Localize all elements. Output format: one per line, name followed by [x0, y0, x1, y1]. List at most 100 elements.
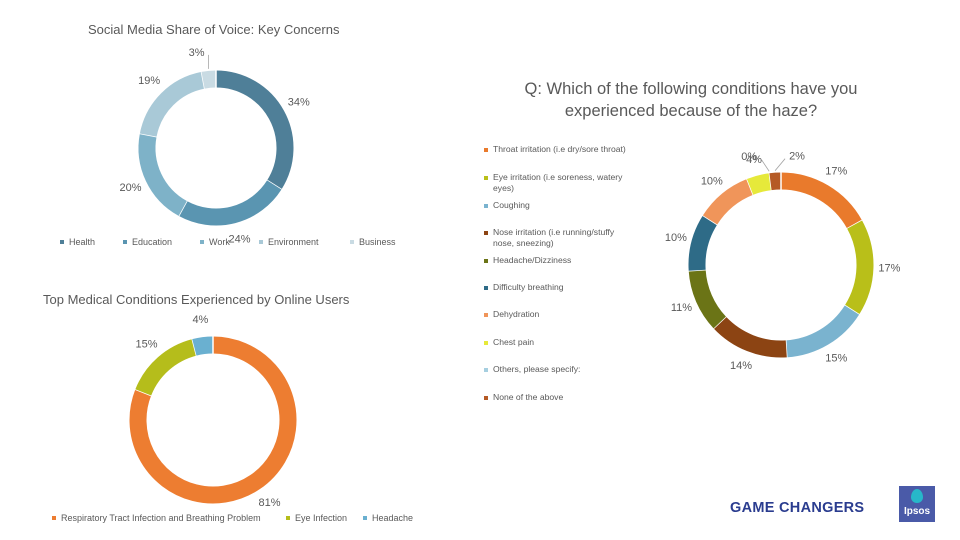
- data-label: 2%: [789, 151, 805, 163]
- slice-8: 0%: [741, 151, 770, 172]
- legend-headache: Headache: [363, 513, 413, 523]
- slice-5: 10%: [665, 214, 719, 271]
- data-label: 4%: [746, 154, 762, 166]
- data-label: 10%: [665, 232, 687, 244]
- legend-label: Dehydration: [493, 309, 539, 320]
- legend-eye-infection: Eye Infection: [286, 513, 347, 523]
- legend-swatch: [484, 204, 488, 208]
- data-label: 19%: [138, 75, 160, 87]
- legend-label-line: Dehydration: [493, 309, 540, 319]
- legend-item: Throat irritation (i.e dry/sore throat): [484, 144, 626, 155]
- legend-label: Coughing: [493, 200, 530, 211]
- donut-slice: [785, 305, 860, 358]
- legend-label: Respiratory Tract Infection and Breathin…: [61, 513, 261, 523]
- chart2-title: Top Medical Conditions Experienced by On…: [43, 292, 350, 307]
- legend-label: Environment: [268, 237, 319, 247]
- data-label: 3%: [189, 47, 205, 59]
- legend-swatch: [60, 240, 64, 244]
- data-label: 11%: [671, 302, 692, 314]
- legend-label-line: Chest pain: [493, 337, 535, 347]
- data-label: 10%: [701, 175, 723, 187]
- legend-item: Chest pain: [484, 337, 534, 348]
- legend-education: Education: [123, 237, 172, 247]
- donut-slice: [135, 339, 197, 396]
- slice-9: 2%: [769, 151, 805, 191]
- data-label: 24%: [228, 233, 250, 245]
- legend-swatch: [52, 516, 56, 520]
- legend-item: Coughing: [484, 200, 530, 211]
- legend-business: Business: [350, 237, 396, 247]
- donut-slice: [746, 173, 772, 195]
- ipsos-logo: Ipsos: [899, 486, 935, 522]
- legend-label: Health: [69, 237, 96, 247]
- slice-1: 17%: [843, 220, 901, 316]
- legend-swatch: [484, 259, 488, 263]
- legend-swatch: [259, 240, 263, 244]
- data-label: 81%: [258, 497, 280, 509]
- legend-swatch: [484, 313, 488, 317]
- legend-label-line: None of the above: [493, 392, 564, 402]
- legend-label-line: Difficulty breathing: [493, 282, 564, 292]
- chart3-title-line1: Q: Which of the following conditions hav…: [524, 80, 858, 98]
- legend-label-line: Nose irritation (i.e running/stuffy: [493, 227, 615, 237]
- legend-swatch: [200, 240, 204, 244]
- legend-item: Nose irritation (i.e running/stuffy nose,…: [484, 227, 614, 249]
- donut-slice: [178, 180, 282, 226]
- legend-label-line: Others, please specify:: [493, 364, 581, 374]
- legend-item: Eye irritation (i.e soreness, watery eyes…: [484, 172, 622, 194]
- donut-slice: [713, 316, 787, 358]
- legend-swatch: [484, 368, 488, 372]
- data-label: 20%: [119, 182, 141, 194]
- donut-slice: [702, 178, 754, 225]
- chart3-title: Q: Which of the following conditions hav…: [486, 78, 896, 122]
- slice-4: 3%: [189, 47, 217, 89]
- legend-label: Nose irritation (i.e running/stuffy nose,…: [493, 227, 614, 249]
- legend-label: Education: [132, 237, 173, 247]
- legend-label: Others, please specify:: [493, 364, 580, 375]
- slice-3: 14%: [712, 315, 787, 372]
- legend-swatch: [484, 148, 488, 152]
- legend-label-line: Eye irritation (i.e soreness, watery: [493, 172, 623, 182]
- legend-label: Headache: [372, 513, 414, 523]
- legend-swatch: [484, 176, 488, 180]
- donut-slice: [780, 172, 863, 229]
- donut-slice: [138, 133, 188, 216]
- data-label: 0%: [741, 151, 757, 163]
- legend-swatch: [286, 516, 290, 520]
- game-changers-brand: GAME CHANGERS: [730, 500, 865, 516]
- legend-respiratory: Respiratory Tract Infection and Breathin…: [52, 513, 261, 523]
- legend-label: Difficulty breathing: [493, 282, 564, 293]
- legend-label: Work: [209, 237, 230, 247]
- legend-label-line: Coughing: [493, 200, 530, 210]
- legend-swatch: [123, 240, 127, 244]
- data-label: 17%: [878, 262, 900, 274]
- legend-item: None of the above: [484, 392, 563, 403]
- donut-slice: [688, 269, 727, 329]
- legend-label-line: Headache/Dizziness: [493, 255, 572, 265]
- legend-label: Chest pain: [493, 337, 534, 348]
- logo-text: Ipsos: [903, 506, 931, 517]
- legend-item: Dehydration: [484, 309, 539, 320]
- donut-slice: [139, 71, 206, 138]
- legend-label: Eye Infection: [295, 513, 348, 523]
- legend-swatch: [484, 231, 488, 235]
- legend-item: Others, please specify:: [484, 364, 580, 375]
- legend-label: None of the above: [493, 392, 563, 403]
- legend-label: Throat irritation (i.e dry/sore throat): [493, 144, 626, 155]
- legend-swatch: [363, 516, 367, 520]
- data-label: 34%: [288, 96, 310, 108]
- legend-label: Headache/Dizziness: [493, 255, 571, 266]
- legend-swatch: [484, 286, 488, 290]
- slice-2: 15%: [784, 305, 860, 364]
- legend-swatch: [484, 396, 488, 400]
- donut-slice: [844, 220, 874, 315]
- donut-slice: [129, 336, 297, 504]
- slice-2: 20%: [119, 132, 188, 216]
- chart1-title: Social Media Share of Voice: Key Concern…: [88, 22, 340, 37]
- data-label: 17%: [825, 166, 847, 178]
- data-label: 15%: [136, 339, 158, 351]
- legend-work: Work: [200, 237, 230, 247]
- legend-label: Eye irritation (i.e soreness, watery eyes…: [493, 172, 622, 194]
- slice-6: 10%: [701, 175, 755, 225]
